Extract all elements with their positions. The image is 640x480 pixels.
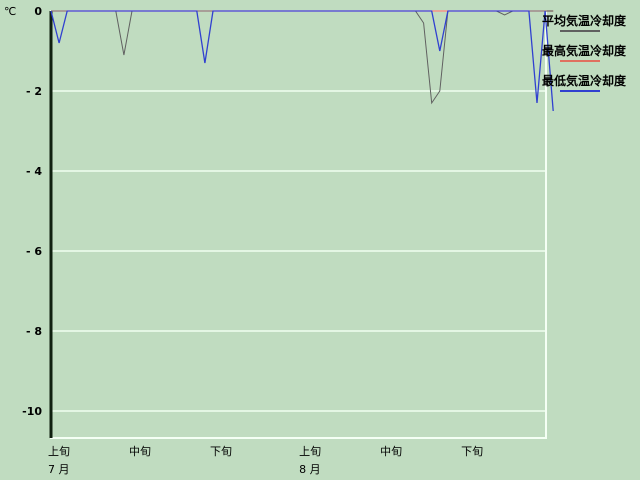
gridlines xyxy=(51,90,546,412)
x-tick-label: 下旬 xyxy=(210,445,232,458)
x-tick-label: 中旬 xyxy=(380,445,402,458)
y-tick-label: -10 xyxy=(22,405,42,418)
y-tick-label: - 6 xyxy=(26,245,42,258)
x-tick-label: 上旬 xyxy=(48,445,70,458)
plot-border xyxy=(50,10,547,439)
x-tick-label: 下旬 xyxy=(461,445,483,458)
month-label: 7 月 xyxy=(48,463,70,476)
y-tick-label: - 8 xyxy=(26,325,42,338)
y-tick-labels: 0 - 2 - 4 - 6 - 8 -10 xyxy=(22,5,42,418)
y-tick-label: 0 xyxy=(34,5,42,18)
series-line-1 xyxy=(51,10,554,105)
legend-label: 平均気温冷却度 xyxy=(542,13,627,28)
y-tick-label: - 4 xyxy=(26,165,42,178)
month-label: 8 月 xyxy=(299,463,321,476)
x-tick-labels: 上旬 中旬 下旬 上旬 中旬 下旬 7 月 8 月 xyxy=(48,445,483,476)
unit-label: ℃ xyxy=(4,5,16,18)
y-tick-label: - 2 xyxy=(26,85,42,98)
x-tick-label: 上旬 xyxy=(299,445,321,458)
x-tick-label: 中旬 xyxy=(129,445,151,458)
series-line-3 xyxy=(50,10,554,112)
legend-label: 最高気温冷却度 xyxy=(542,43,627,58)
legend-label: 最低気温冷却度 xyxy=(542,73,627,88)
series-lines xyxy=(50,10,554,112)
